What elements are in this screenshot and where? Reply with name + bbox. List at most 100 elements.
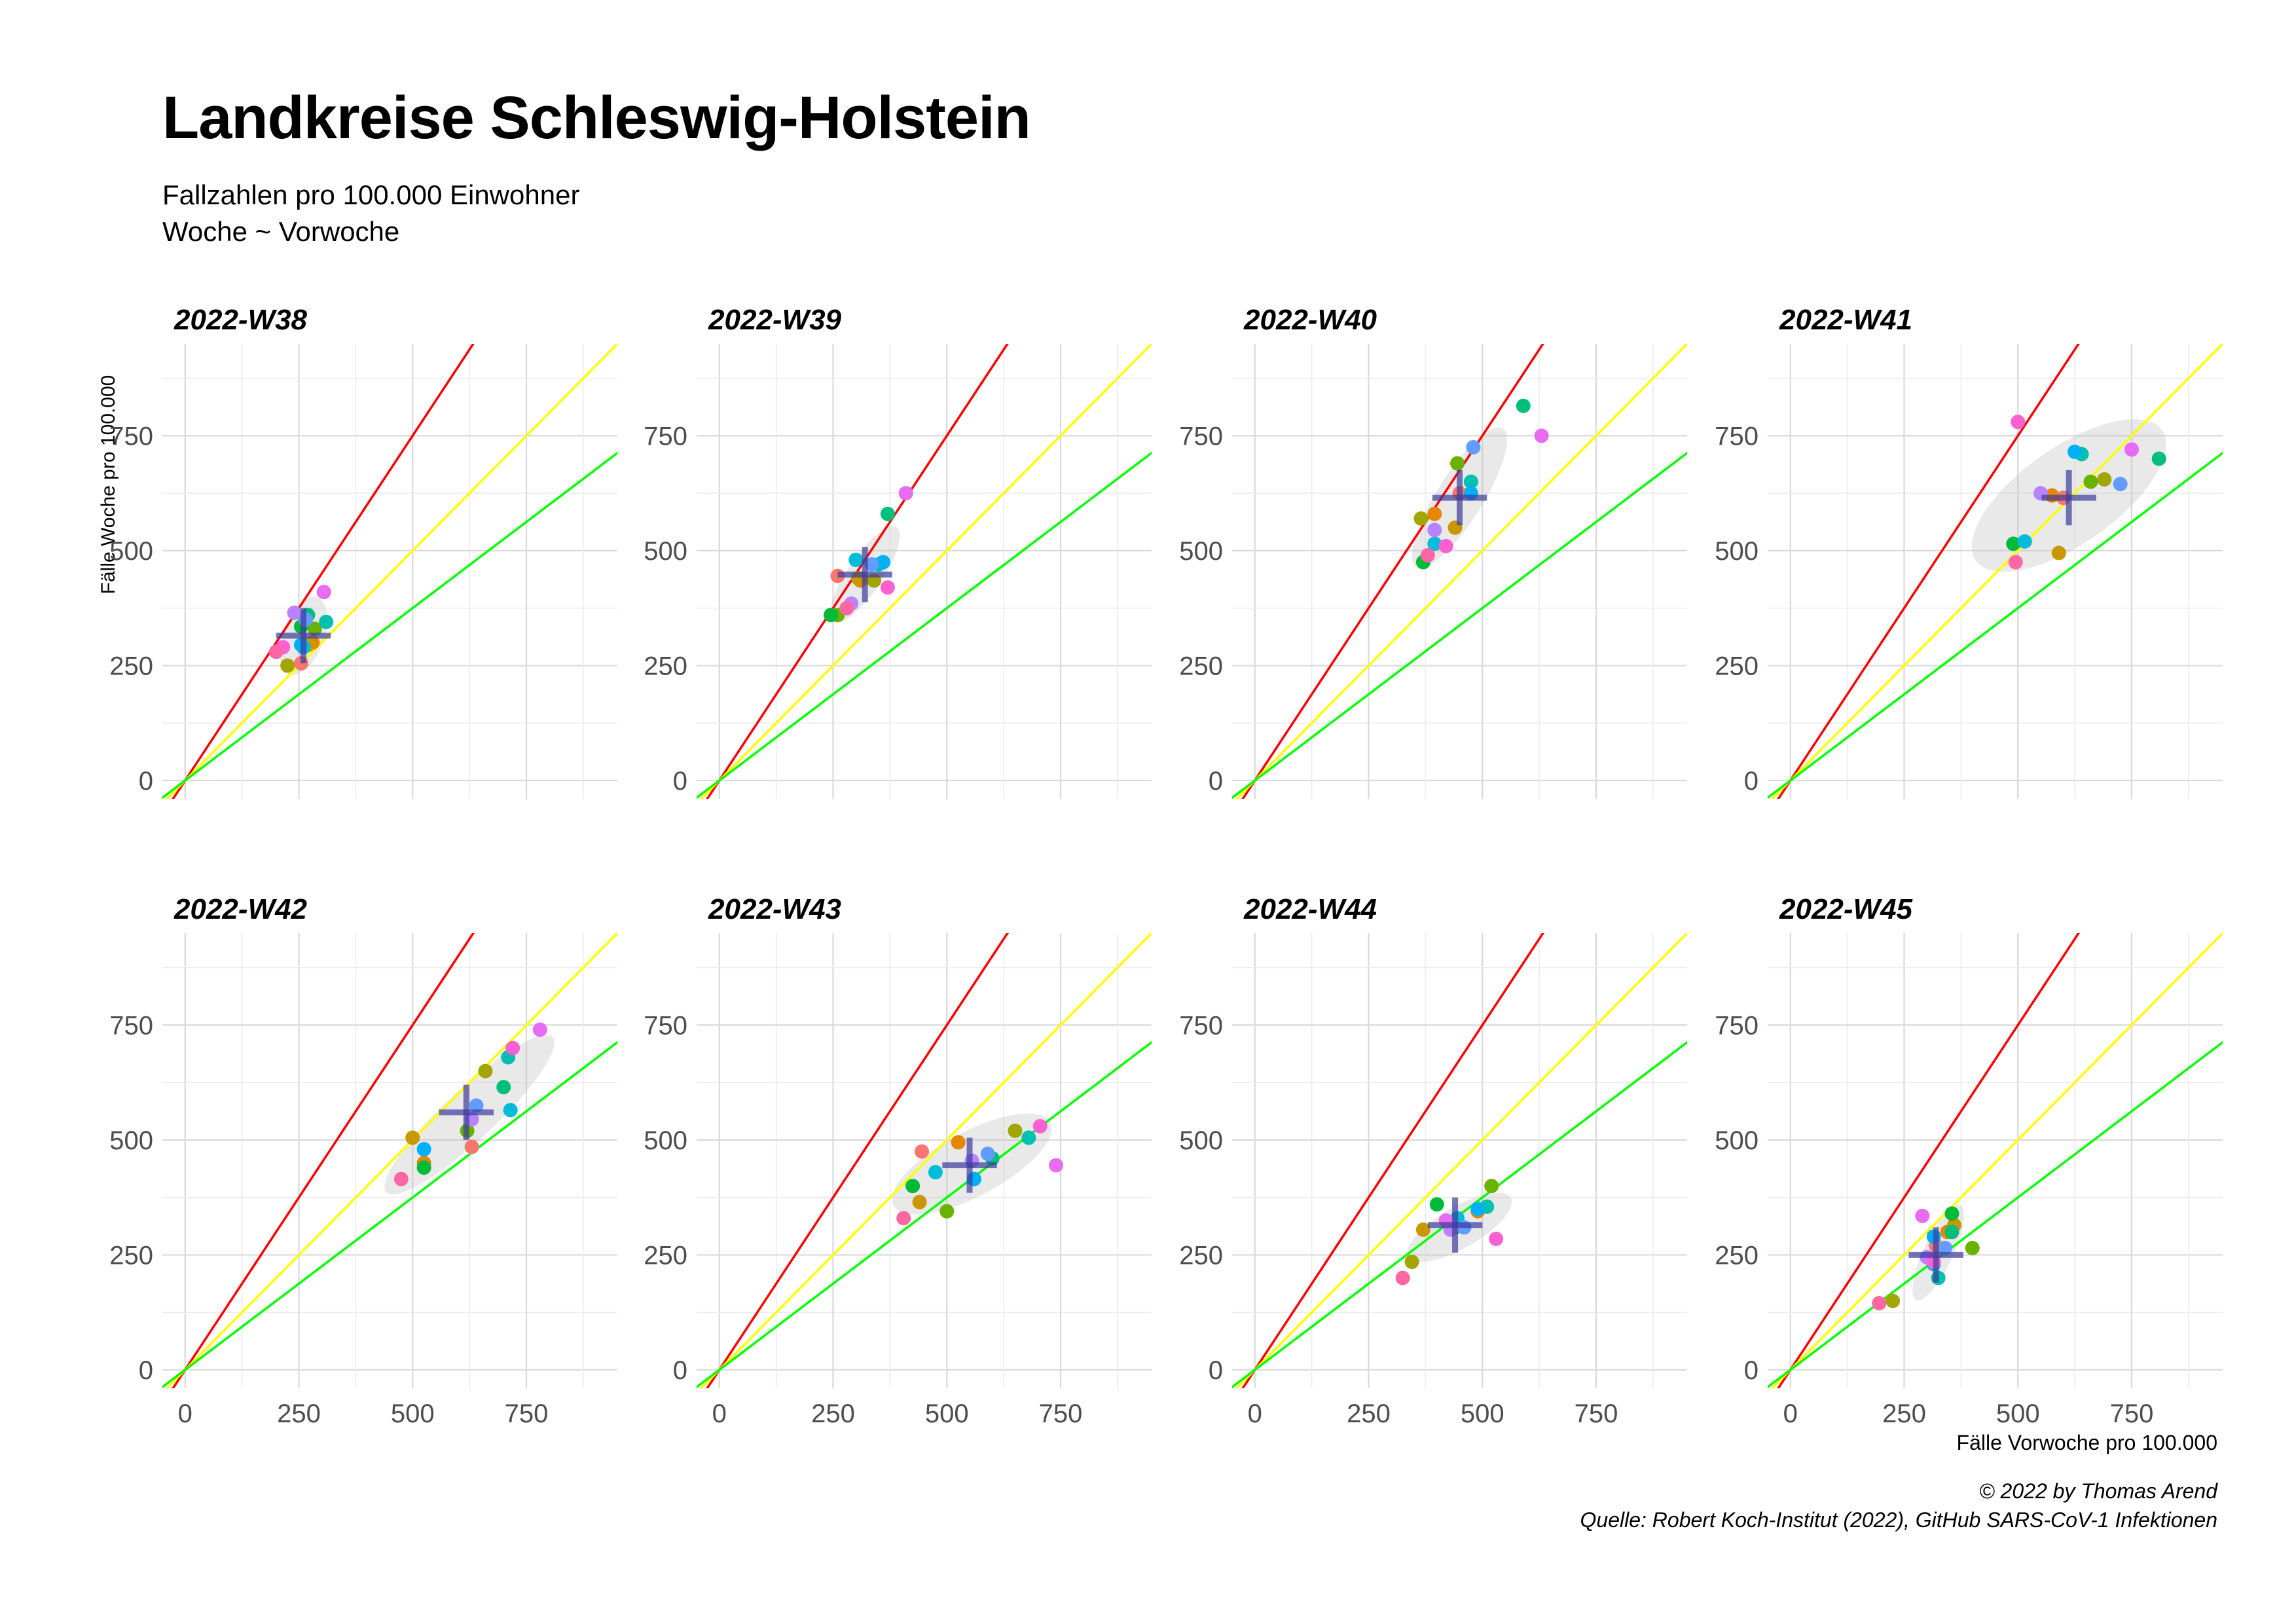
data-point: [1886, 1293, 1901, 1308]
reference-line: [165, 933, 617, 1388]
data-point: [1395, 1270, 1410, 1285]
data-point: [864, 557, 879, 572]
chart-caption: © 2022 by Thomas Arend Quelle: Robert Ko…: [1580, 1477, 2218, 1534]
data-point: [905, 1179, 920, 1194]
data-point: [2113, 477, 2128, 492]
data-point: [2006, 536, 2021, 551]
data-point: [939, 1204, 955, 1219]
y-tick-label: 750: [109, 1011, 153, 1040]
data-point: [2124, 442, 2139, 457]
data-point: [1466, 439, 1481, 454]
data-point: [2151, 451, 2166, 466]
data-point: [928, 1165, 943, 1180]
facet-title: 2022-W41: [1779, 304, 1912, 336]
grid-lines: [162, 344, 617, 799]
data-point: [1450, 456, 1465, 471]
grid-lines: [1232, 344, 1687, 799]
data-point: [1516, 398, 1531, 413]
facet-panel: 2022-W41 0 250 500 750: [1715, 304, 2223, 799]
data-point: [1938, 1240, 1953, 1255]
reference-line: [1232, 1041, 1687, 1388]
facet-title: 2022-W43: [708, 893, 841, 925]
reference-line: [1235, 344, 1687, 799]
facet-panel: 2022-W44 0 250 500 750 0 250 500 750: [1179, 893, 1687, 1428]
x-tick-label: 500: [1461, 1399, 1504, 1428]
grid-lines: [697, 344, 1152, 799]
x-tick-label: 0: [1248, 1399, 1262, 1428]
y-tick-label: 500: [1179, 537, 1223, 566]
facet-panel: 2022-W39 0 250 500 750: [644, 304, 1152, 799]
data-point: [1008, 1123, 1023, 1138]
y-tick-label: 250: [1179, 1241, 1223, 1270]
y-tick-label: 0: [673, 1356, 687, 1385]
panel-content: [1232, 933, 1687, 1388]
data-point: [280, 658, 295, 673]
reference-line: [172, 933, 475, 1388]
y-tick-label: 0: [139, 1356, 153, 1385]
data-point: [848, 552, 864, 567]
y-tick-label: 500: [1715, 537, 1758, 566]
x-tick-label: 0: [178, 1399, 192, 1428]
x-tick-label: 750: [1039, 1399, 1083, 1428]
chart-subtitle: Fallzahlen pro 100.000 Einwohner Woche ~…: [162, 177, 579, 250]
reference-line: [1241, 344, 1545, 799]
data-point: [896, 1211, 911, 1226]
data-point: [464, 1139, 479, 1154]
data-point: [1915, 1208, 1930, 1223]
y-tick-label: 750: [644, 1011, 687, 1040]
y-tick-label: 0: [139, 767, 153, 796]
facet-title: 2022-W42: [173, 893, 308, 925]
data-point: [505, 1041, 520, 1056]
reference-line: [697, 451, 1152, 799]
data-point: [2083, 474, 2098, 489]
panel-content: [1232, 344, 1687, 799]
data-point: [915, 1144, 930, 1159]
facet-title: 2022-W39: [708, 304, 842, 336]
reference-line: [1235, 933, 1687, 1388]
x-tick-label: 250: [277, 1399, 321, 1428]
reference-line: [1768, 1041, 2223, 1388]
data-point: [316, 585, 331, 600]
reference-line: [1770, 933, 2223, 1388]
data-point: [1032, 1118, 1048, 1134]
x-tick-label: 500: [391, 1399, 435, 1428]
x-tick-label: 750: [1575, 1399, 1618, 1428]
reference-line: [1241, 933, 1545, 1388]
y-tick-label: 500: [644, 1126, 687, 1155]
y-tick-label: 500: [1715, 1126, 1758, 1155]
y-tick-label: 0: [1744, 767, 1758, 796]
data-point: [898, 486, 913, 501]
chart-title: Landkreise Schleswig-Holstein: [162, 84, 1031, 151]
panel-content: [697, 344, 1152, 799]
reference-line: [699, 933, 1152, 1388]
reference-line: [706, 344, 1010, 799]
data-point: [478, 1063, 493, 1079]
y-tick-label: 500: [109, 1126, 153, 1155]
y-tick-label: 0: [1209, 767, 1223, 796]
data-point: [2068, 444, 2083, 459]
facet-panel: 2022-W43 0 250 500 750 0 250 500 750: [644, 893, 1152, 1428]
y-tick-label: 500: [1179, 1126, 1223, 1155]
data-point: [532, 1022, 547, 1037]
data-point: [1534, 428, 1549, 443]
data-point: [1965, 1240, 1980, 1255]
reference-line: [1232, 451, 1687, 799]
data-point: [496, 1080, 511, 1095]
grid-lines: [162, 933, 617, 1388]
data-point: [1463, 474, 1478, 489]
data-point: [1415, 1222, 1430, 1237]
panel-content: [162, 344, 617, 799]
y-tick-label: 0: [1744, 1356, 1758, 1385]
data-point: [416, 1141, 431, 1156]
data-point: [1470, 1202, 1485, 1217]
x-tick-label: 500: [925, 1399, 969, 1428]
data-point: [2017, 534, 2032, 549]
reference-line: [697, 1041, 1152, 1388]
data-point: [2008, 555, 2023, 570]
data-point: [880, 580, 895, 595]
data-point: [1420, 547, 1435, 563]
data-point: [1944, 1206, 1959, 1221]
data-point: [912, 1194, 927, 1209]
data-point: [1484, 1179, 1499, 1194]
y-tick-label: 250: [109, 652, 153, 680]
